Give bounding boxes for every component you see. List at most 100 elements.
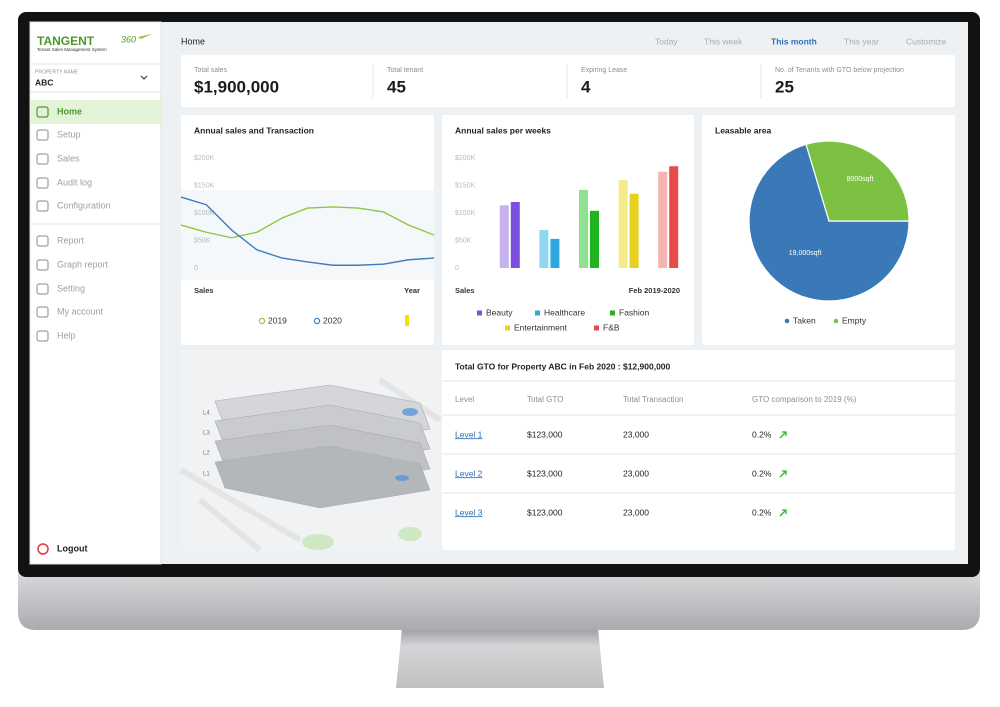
y-tick-label: 0 [455, 265, 459, 272]
nav-icon [36, 235, 49, 247]
nav-item[interactable]: My account [57, 306, 104, 316]
chart-title: Leasable area [715, 125, 772, 135]
slice-label: 8000sqft [847, 176, 874, 183]
map-tree [398, 527, 422, 541]
line-series [180, 196, 435, 266]
bar [629, 193, 639, 268]
x-axis-label: Year [404, 286, 420, 295]
floor-plate [214, 445, 431, 509]
nav-icon [36, 200, 49, 212]
nav-item[interactable]: Configuration [57, 200, 111, 210]
map-tree [302, 534, 334, 550]
column-header: Total Transaction [623, 395, 683, 404]
x-axis-label: Feb 2019-2020 [629, 286, 680, 295]
plot-shade [181, 190, 434, 280]
nav-item[interactable]: Report [57, 235, 85, 245]
table-cell: 0.2% [752, 429, 772, 439]
y-tick-label: $50K [455, 237, 472, 244]
pie-slice [748, 143, 910, 302]
chevron [140, 75, 148, 80]
property-label: PROPERTY NAME [35, 69, 79, 75]
page-title: Home [181, 36, 205, 46]
kpi-label: Total sales [194, 67, 228, 74]
nav-item[interactable]: Audit log [57, 177, 92, 187]
floor-label: L1 [203, 472, 210, 478]
table-cell: 23,000 [623, 468, 649, 478]
nav-icon [36, 306, 49, 318]
bar [618, 180, 628, 268]
level-link[interactable]: Level 1 [455, 429, 483, 439]
chart-title: Annual sales and Transaction [194, 125, 314, 135]
legend-marker [784, 318, 790, 324]
monitor-stand [396, 628, 604, 688]
table-cell: $123,000 [527, 507, 563, 517]
table-cell: 23,000 [623, 507, 649, 517]
legend-marker [477, 310, 482, 316]
monitor-chin [18, 572, 980, 630]
trend-arrow [779, 509, 787, 517]
line-series [180, 206, 435, 239]
nav-icon [36, 177, 49, 189]
nav-item[interactable]: Setup [57, 129, 81, 139]
map-highlight [395, 475, 409, 481]
nav-item[interactable]: Graph report [57, 259, 109, 269]
logout[interactable]: Logout [57, 543, 88, 553]
column-header: GTO comparison to 2019 (%) [752, 395, 857, 404]
property-select[interactable] [29, 63, 162, 93]
brand-swoosh [138, 34, 152, 39]
date-filter[interactable]: This month [771, 36, 817, 46]
bar [669, 166, 679, 268]
date-filter[interactable]: This week [704, 36, 743, 46]
y-tick-label: 0 [194, 265, 198, 272]
chart-title: Annual sales per weeks [455, 125, 551, 135]
legend-marker [535, 310, 540, 316]
level-link[interactable]: Level 2 [455, 468, 483, 478]
table-cell: $123,000 [527, 468, 563, 478]
kpi-label: Expiring Lease [581, 67, 627, 74]
nav-icon [36, 106, 49, 118]
nav-icon [36, 129, 49, 141]
nav-icon [36, 259, 49, 271]
table-cell: $123,000 [527, 429, 563, 439]
kpi-label: Total tenant [387, 67, 423, 74]
nav-item[interactable]: Help [57, 330, 76, 340]
nav-item[interactable]: Home [57, 106, 82, 116]
date-filter[interactable]: Customize [906, 36, 946, 46]
brand-version: 360 [121, 34, 136, 44]
bar [499, 205, 509, 268]
nav-icon [36, 283, 49, 295]
y-tick-label: $100K [194, 210, 215, 217]
y-tick-label: $100K [455, 210, 476, 217]
bar [539, 230, 549, 268]
bar [658, 171, 668, 268]
table-cell: 0.2% [752, 468, 772, 478]
date-filter[interactable]: This year [844, 36, 879, 46]
trend-arrow [779, 470, 787, 478]
map-road [179, 377, 442, 553]
slice-label: 19,000sqft [789, 250, 822, 257]
legend-label: Entertainment [514, 322, 568, 332]
legend-label: Empty [842, 315, 867, 325]
kpi-value: $1,900,000 [194, 77, 279, 96]
x-axis-label: Sales [455, 286, 475, 295]
y-tick-label: $200K [455, 155, 476, 162]
kpi-label: No. of Tenants with GTO below projection [775, 67, 904, 74]
chart-card [442, 115, 694, 345]
nav-item[interactable]: Sales [57, 153, 80, 163]
brand-tagline: Tenant Sales Management System [37, 47, 107, 52]
nav-item[interactable]: Setting [57, 283, 85, 293]
legend-marker [405, 315, 409, 326]
nav-icon [36, 330, 49, 342]
nav-active-bg [30, 100, 161, 124]
trend-arrow [779, 431, 787, 439]
legend-marker [313, 317, 321, 325]
legend-label: 2019 [268, 315, 287, 325]
y-tick-label: $150K [455, 182, 476, 189]
level-link[interactable]: Level 3 [455, 507, 483, 517]
bar [579, 189, 588, 268]
brand-name: TANGENT [37, 34, 95, 48]
kpi-value: 45 [387, 77, 406, 96]
date-filter[interactable]: Today [655, 36, 678, 46]
